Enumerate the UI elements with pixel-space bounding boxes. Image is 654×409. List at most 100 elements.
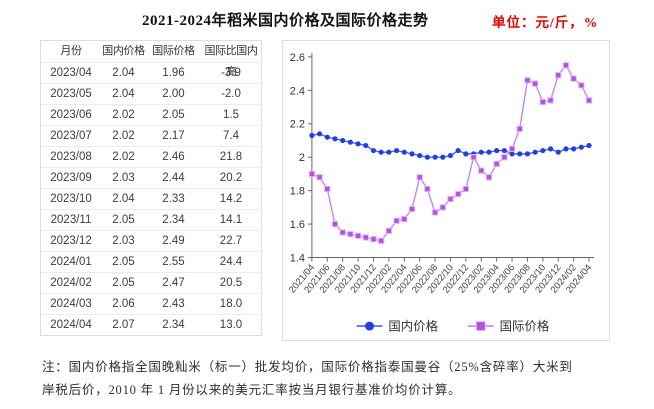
data-point-marker: [408, 205, 416, 213]
column-header: 国际比国内高: [204, 45, 258, 78]
y-tick-label: 1.4: [290, 253, 305, 265]
x-axis-ticks: 2021/042021/062021/082021/102021/122022/…: [286, 257, 594, 295]
table-cell: 2.06: [112, 298, 135, 310]
data-point-marker: [478, 149, 484, 155]
table-cell: 2.03: [112, 172, 135, 184]
data-point-marker: [532, 149, 538, 155]
data-point-marker: [478, 167, 485, 174]
table-cell: 2.55: [162, 256, 185, 268]
table-cell: 2.46: [162, 151, 185, 163]
table-row: 2023/09 2.03 2.44 20.2: [41, 168, 261, 189]
table-cell: 2.33: [162, 193, 185, 205]
data-point-marker: [324, 185, 331, 193]
y-tick-label: 1.8: [290, 186, 305, 198]
data-point-marker: [416, 174, 423, 181]
column-header: 国际价格: [152, 45, 195, 57]
table-cell: 1.96: [162, 67, 185, 79]
data-point-marker: [308, 170, 316, 178]
data-point-marker: [509, 151, 515, 157]
table-cell: 2.17: [162, 130, 185, 142]
legend-label: 国际价格: [500, 319, 550, 334]
data-point-marker: [331, 220, 339, 228]
table-row: 2023/11 2.05 2.34 14.1: [41, 210, 261, 231]
table-cell: 2.43: [162, 298, 185, 310]
table-row: 2023/04 2.04 1.96 -3.9: [41, 63, 261, 84]
data-point-marker: [409, 151, 415, 157]
table-cell: 18.0: [219, 298, 243, 310]
table-cell: 2.04: [112, 67, 135, 79]
table-row: 2023/05 2.04 2.00 -2.0: [41, 84, 261, 105]
table-cell: 2023/08: [50, 151, 92, 163]
data-point-marker: [555, 149, 561, 155]
price-trend-chart: 1.4 1.6 1.8 2 2.2 2.4 2.6 2021/042021/062021/08…: [286, 52, 595, 334]
table-cell: 2024/03: [50, 298, 92, 310]
data-point-marker: [586, 142, 592, 149]
table-cell: 21.8: [219, 151, 243, 163]
data-point-marker: [578, 82, 585, 89]
column-header: 月份: [60, 45, 82, 57]
table-cell: 2.02: [112, 151, 135, 163]
data-point-marker: [547, 97, 554, 104]
table-cell: 2023/07: [50, 130, 92, 142]
data-point-marker: [370, 147, 377, 154]
page-title: 2021-2024年稻米国内价格及国际价格走势: [142, 13, 429, 29]
table-cell: 2.00: [162, 88, 185, 100]
data-point-marker: [493, 160, 500, 168]
table-cell: 2024/01: [50, 256, 92, 268]
data-point-marker: [562, 62, 570, 69]
data-point-marker: [470, 154, 477, 161]
data-point-marker: [508, 145, 516, 153]
data-point-marker: [555, 72, 562, 79]
data-point-marker: [539, 98, 547, 106]
legend-square-marker-icon: [475, 321, 486, 332]
table-cell: -2.0: [221, 88, 241, 100]
data-point-marker: [339, 229, 346, 236]
data-point-marker: [447, 152, 454, 159]
table-cell: 2.49: [162, 235, 185, 247]
table-cell: 2.05: [162, 109, 185, 121]
table-cell: 2024/02: [50, 277, 92, 289]
table-cell: 2023/10: [50, 193, 92, 205]
data-point-marker: [354, 232, 362, 239]
unit-label: 单位：元/斤，%: [492, 15, 599, 30]
data-point-marker: [385, 227, 393, 234]
table-cell: 24.4: [219, 256, 243, 268]
data-point-marker: [439, 204, 446, 211]
data-point-marker: [363, 142, 369, 149]
data-point-marker: [393, 147, 400, 154]
table-cell: 14.1: [219, 214, 243, 226]
data-point-marker: [309, 132, 315, 139]
data-point-marker: [347, 139, 353, 145]
table-cell: 2.04: [112, 88, 135, 100]
data-point-marker: [578, 144, 584, 150]
table-cell: 2.34: [162, 319, 185, 331]
footnote: 注：国内价格指全国晚籼米（标一）批发均价，国际价格指泰国曼谷（25%含碎率）大米…: [42, 356, 628, 402]
data-point-marker: [501, 154, 508, 161]
price-table: 月份 国内价格 国际价格 国际比国内高 2023/04 2.04 1.96 -3.9 2023/…: [41, 41, 261, 335]
table-cell: 1.5: [223, 109, 239, 121]
table-cell: 2.05: [112, 214, 135, 226]
data-point-marker: [585, 97, 593, 104]
data-point-marker: [563, 146, 569, 152]
table-cell: 2.04: [112, 193, 135, 205]
data-point-marker: [317, 131, 323, 137]
domestic-price-series: [309, 131, 592, 160]
data-point-marker: [524, 151, 531, 157]
data-point-marker: [393, 217, 400, 224]
table-cell: 13.0: [219, 319, 243, 331]
table-row: 2024/02 2.05 2.47 20.5: [41, 273, 261, 294]
data-point-marker: [570, 75, 577, 82]
table-cell: 2023/05: [50, 88, 92, 100]
y-tick-label: 2: [299, 152, 305, 164]
data-point-marker: [347, 230, 354, 238]
data-point-marker: [447, 195, 454, 203]
table-cell: 2.47: [162, 277, 185, 289]
table-cell: 2024/04: [50, 319, 92, 331]
data-point-marker: [401, 215, 408, 223]
legend-circle-marker-icon: [365, 321, 374, 331]
international-price-series: [308, 62, 593, 245]
data-point-marker: [378, 149, 384, 155]
column-header: 国内价格: [102, 45, 145, 57]
table-row: 2023/08 2.02 2.46 21.8: [41, 147, 261, 168]
